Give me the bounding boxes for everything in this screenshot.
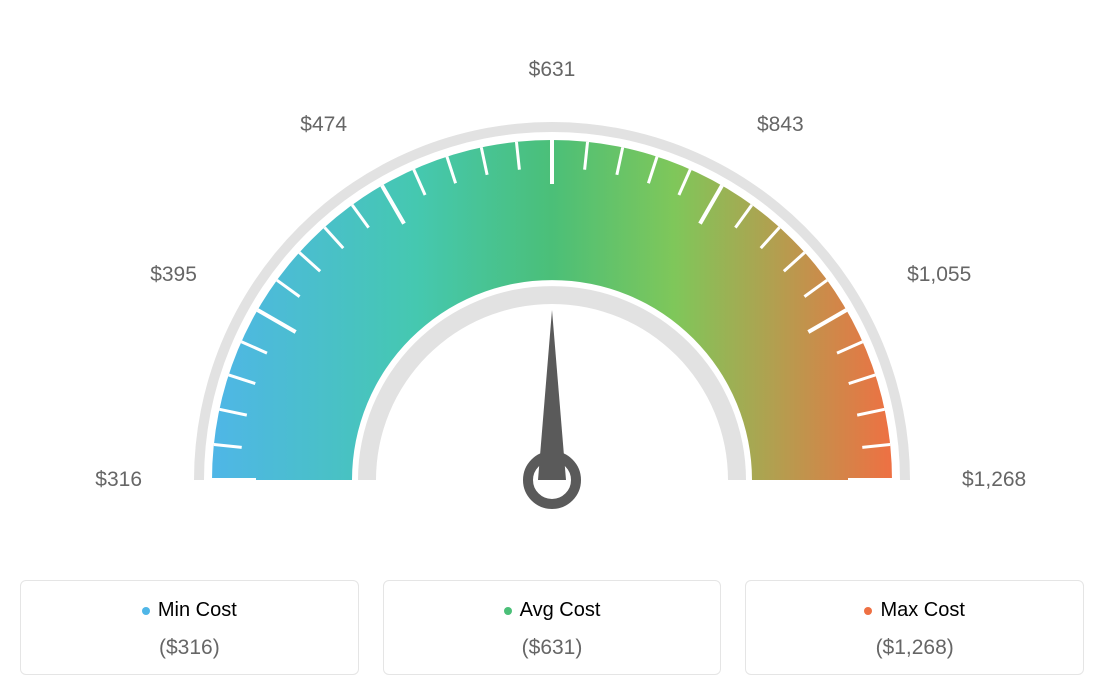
gauge-svg: $316 $395 $474 $631 $843 $1,055 $1,268 <box>20 20 1084 560</box>
gauge-tick-label: $1,055 <box>907 263 971 286</box>
gauge-tick-label: $395 <box>150 263 197 286</box>
legend-label-max: Max Cost <box>880 599 964 622</box>
gauge-tick-label: $631 <box>529 58 576 81</box>
dot-avg-icon <box>504 607 512 615</box>
legend-card-min: Min Cost ($316) <box>20 580 359 675</box>
dot-max-icon <box>864 607 872 615</box>
dot-min-icon <box>142 607 150 615</box>
legend-card-max: Max Cost ($1,268) <box>745 580 1084 675</box>
legend-row: Min Cost ($316) Avg Cost ($631) Max Cost… <box>20 580 1084 675</box>
gauge-tick-label: $1,268 <box>962 468 1026 491</box>
gauge-tick-label: $474 <box>300 113 347 136</box>
legend-label-avg: Avg Cost <box>520 599 601 622</box>
legend-value-min: ($316) <box>33 636 346 660</box>
legend-value-avg: ($631) <box>396 636 709 660</box>
legend-value-max: ($1,268) <box>758 636 1071 660</box>
gauge-tick-label: $843 <box>757 113 804 136</box>
gauge-tick-label: $316 <box>95 468 142 491</box>
legend-title-max: Max Cost <box>864 599 964 622</box>
legend-label-min: Min Cost <box>158 599 237 622</box>
cost-gauge: $316 $395 $474 $631 $843 $1,055 $1,268 <box>20 20 1084 560</box>
legend-card-avg: Avg Cost ($631) <box>383 580 722 675</box>
legend-title-min: Min Cost <box>142 599 237 622</box>
legend-title-avg: Avg Cost <box>504 599 601 622</box>
